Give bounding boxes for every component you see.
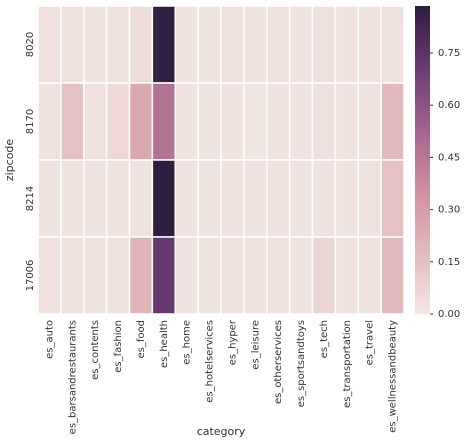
heatmap-cell bbox=[334, 5, 359, 84]
x-tick-label: es_home bbox=[182, 320, 193, 365]
heatmap-cell bbox=[197, 236, 222, 315]
heatmap-cell bbox=[37, 159, 62, 238]
x-tick-label: es_leisure bbox=[250, 320, 261, 370]
heatmap-cell bbox=[60, 159, 85, 238]
heatmap-cell bbox=[288, 236, 314, 315]
colorbar bbox=[415, 6, 430, 314]
heatmap-cell bbox=[105, 5, 131, 84]
heatmap-cell bbox=[220, 236, 245, 315]
x-tick-label: es_transportation bbox=[342, 320, 353, 408]
colorbar-tick-label: 0.60 bbox=[438, 100, 460, 111]
y-tick-label: 8214 bbox=[25, 186, 36, 211]
x-tick-label: es_hyper bbox=[227, 319, 238, 365]
heatmap-cell bbox=[151, 5, 176, 84]
y-tick-label: 8170 bbox=[25, 109, 36, 134]
colorbar-tick-label: 0.30 bbox=[438, 205, 460, 216]
x-tick-label: es_fashion bbox=[113, 320, 124, 373]
heatmap-cell bbox=[311, 159, 337, 238]
x-tick-label: es_health bbox=[159, 320, 170, 368]
heatmap-cell bbox=[174, 82, 199, 161]
heatmap-cell bbox=[174, 159, 199, 238]
heatmap-cell bbox=[220, 82, 245, 161]
heatmap-cell bbox=[128, 236, 154, 315]
heatmap-cell bbox=[380, 82, 405, 161]
y-tick-label: 8020 bbox=[25, 32, 36, 57]
x-tick-label: es_travel bbox=[365, 320, 376, 365]
x-tick-label: es_contents bbox=[90, 320, 101, 380]
colorbar-tick-label: 0.45 bbox=[438, 152, 460, 163]
heatmap-cell bbox=[60, 5, 85, 84]
heatmap-cell bbox=[128, 159, 154, 238]
heatmap-cell bbox=[334, 159, 359, 238]
heatmap-cell bbox=[151, 82, 176, 161]
heatmap-cell bbox=[357, 236, 382, 315]
heatmap-cell bbox=[266, 159, 291, 238]
heatmap-cell bbox=[288, 5, 314, 84]
heatmap-cell bbox=[380, 159, 405, 238]
heatmap-cell bbox=[334, 236, 359, 315]
heatmap-cell bbox=[83, 5, 108, 84]
colorbar-tick-label: 0.15 bbox=[438, 257, 460, 268]
x-tick-label: es_wellnessandbeauty bbox=[388, 320, 399, 433]
heatmap-cell bbox=[151, 159, 176, 238]
heatmap-cell bbox=[37, 5, 62, 84]
heatmap-cell bbox=[197, 5, 222, 84]
x-tick-label: es_sportsandtoys bbox=[296, 320, 307, 407]
heatmap-cell bbox=[197, 159, 222, 238]
heatmap-cell bbox=[288, 82, 314, 161]
heatmap-cell bbox=[151, 236, 176, 315]
colorbar-tick-label: 0.00 bbox=[438, 309, 460, 320]
heatmap-cell bbox=[243, 5, 268, 84]
heatmap-cell bbox=[266, 5, 291, 84]
heatmap-cell bbox=[83, 82, 108, 161]
heatmap-cell bbox=[37, 82, 62, 161]
heatmap-cell bbox=[60, 82, 85, 161]
heatmap-cell bbox=[357, 159, 382, 238]
x-tick-label: es_hotelservices bbox=[205, 320, 216, 403]
colorbar-tick-label: 0.75 bbox=[438, 48, 460, 59]
x-axis-label: category bbox=[197, 425, 246, 438]
heatmap-cell bbox=[334, 82, 359, 161]
x-tick-label: es_tech bbox=[319, 320, 330, 358]
heatmap-cell bbox=[288, 159, 314, 238]
heatmap-cell bbox=[174, 5, 199, 84]
heatmap-cell bbox=[266, 82, 291, 161]
heatmap-cell bbox=[311, 5, 337, 84]
heatmap-cell bbox=[380, 5, 405, 84]
y-tick-label: 17006 bbox=[25, 260, 36, 292]
heatmap-cell bbox=[266, 236, 291, 315]
heatmap-cell bbox=[311, 82, 337, 161]
x-tick-label: es_food bbox=[136, 320, 147, 358]
heatmap-cell bbox=[128, 82, 154, 161]
heatmap-cell bbox=[197, 82, 222, 161]
heatmap-cell bbox=[83, 159, 108, 238]
heatmap-cell bbox=[174, 236, 199, 315]
heatmap-cell bbox=[357, 5, 382, 84]
heatmap-cell bbox=[311, 236, 337, 315]
heatmap-cell bbox=[243, 82, 268, 161]
x-tick-label: es_auto bbox=[44, 320, 55, 359]
x-tick-label: es_barsandrestaurants bbox=[67, 320, 78, 434]
heatmap-cell bbox=[105, 236, 131, 315]
heatmap-cell bbox=[220, 159, 245, 238]
heatmap-cell bbox=[243, 159, 268, 238]
heatmap-cell bbox=[83, 236, 108, 315]
heatmap-cell bbox=[37, 236, 62, 315]
y-axis-label: zipcode bbox=[3, 139, 16, 182]
heatmap-cell bbox=[60, 236, 85, 315]
heatmap-cell bbox=[380, 236, 405, 315]
heatmap-cell bbox=[357, 82, 382, 161]
heatmap-cell bbox=[128, 5, 154, 84]
heatmap-cell bbox=[220, 5, 245, 84]
x-tick-label: es_otherservices bbox=[273, 320, 284, 404]
heatmap-cell bbox=[243, 236, 268, 315]
heatmap-cell bbox=[105, 82, 131, 161]
heatmap-cell bbox=[105, 159, 131, 238]
